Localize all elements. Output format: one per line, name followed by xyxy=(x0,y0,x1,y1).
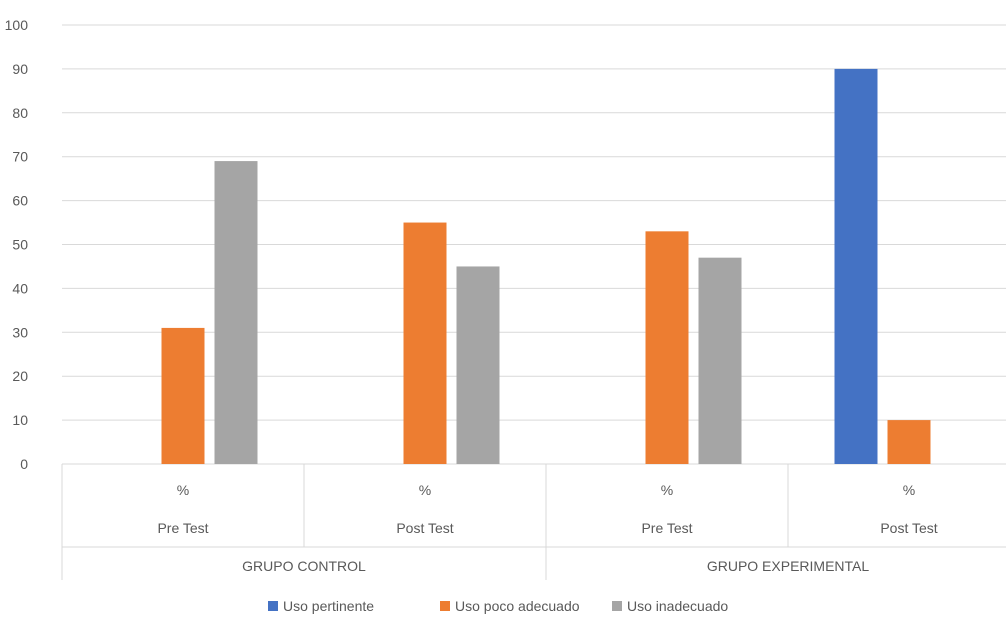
x-tick-label: % xyxy=(661,482,673,498)
x-tick-label: Post Test xyxy=(396,520,453,536)
x-tick-label: % xyxy=(177,482,189,498)
y-tick-label: 0 xyxy=(20,456,28,472)
y-tick-label: 10 xyxy=(12,412,28,428)
x-tick-label: Pre Test xyxy=(157,520,208,536)
legend-swatch xyxy=(268,601,278,611)
bar xyxy=(834,68,878,465)
y-axis-tick-labels: 0 10 20 30 40 50 60 70 80 90 100 xyxy=(5,17,29,472)
y-tick-label: 40 xyxy=(12,280,28,296)
y-tick-label: 50 xyxy=(12,237,28,253)
legend-swatch xyxy=(612,601,622,611)
x-tick-label: % xyxy=(419,482,431,498)
legend-label: Uso poco adecuado xyxy=(455,598,580,614)
legend-swatch xyxy=(440,601,450,611)
x-tick-label: Pre Test xyxy=(641,520,692,536)
y-tick-label: 70 xyxy=(12,149,28,165)
x-group-label: GRUPO CONTROL xyxy=(242,558,366,574)
x-axis: % Pre Test% Post Test% Pre Test% Post Test GR… xyxy=(61,464,1006,580)
bar xyxy=(214,161,258,464)
bar xyxy=(698,257,742,464)
legend-label: Uso pertinente xyxy=(283,598,374,614)
bar xyxy=(645,231,689,464)
x-group-label: GRUPO EXPERIMENTAL xyxy=(707,558,870,574)
y-tick-label: 90 xyxy=(12,61,28,77)
bar xyxy=(887,420,931,464)
x-tick-label: % xyxy=(903,482,915,498)
bar xyxy=(161,327,205,464)
bar xyxy=(403,222,447,464)
x-tick-label: Post Test xyxy=(880,520,937,536)
bar xyxy=(456,266,500,464)
y-tick-label: 30 xyxy=(12,324,28,340)
y-tick-label: 100 xyxy=(5,17,29,33)
bars xyxy=(161,68,931,465)
legend: Uso pertinente Uso poco adecuado Uso inade… xyxy=(268,598,728,614)
y-tick-label: 20 xyxy=(12,368,28,384)
legend-label: Uso inadecuado xyxy=(627,598,728,614)
y-tick-label: 60 xyxy=(12,193,28,209)
y-tick-label: 80 xyxy=(12,105,28,121)
